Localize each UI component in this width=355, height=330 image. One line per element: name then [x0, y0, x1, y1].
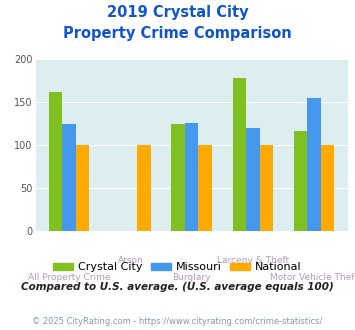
Bar	[307, 98, 321, 231]
Text: Property Crime Comparison: Property Crime Comparison	[63, 26, 292, 41]
Text: 2019 Crystal City: 2019 Crystal City	[107, 5, 248, 20]
Text: Compared to U.S. average. (U.S. average equals 100): Compared to U.S. average. (U.S. average …	[21, 282, 334, 292]
Bar	[246, 128, 260, 231]
Text: Arson: Arson	[118, 256, 143, 265]
Text: © 2025 CityRating.com - https://www.cityrating.com/crime-statistics/: © 2025 CityRating.com - https://www.city…	[32, 317, 323, 326]
Legend: Crystal City, Missouri, National: Crystal City, Missouri, National	[49, 258, 306, 277]
Bar	[171, 124, 185, 231]
Text: Motor Vehicle Theft: Motor Vehicle Theft	[270, 273, 355, 282]
Bar	[137, 145, 151, 231]
Text: Burglary: Burglary	[173, 273, 211, 282]
Bar	[233, 78, 246, 231]
Bar	[62, 124, 76, 231]
Bar	[49, 92, 62, 231]
Bar	[260, 145, 273, 231]
Bar	[185, 123, 198, 231]
Text: All Property Crime: All Property Crime	[28, 273, 110, 282]
Text: Larceny & Theft: Larceny & Theft	[217, 256, 289, 265]
Bar	[321, 145, 334, 231]
Bar	[198, 145, 212, 231]
Bar	[294, 131, 307, 231]
Bar	[76, 145, 89, 231]
